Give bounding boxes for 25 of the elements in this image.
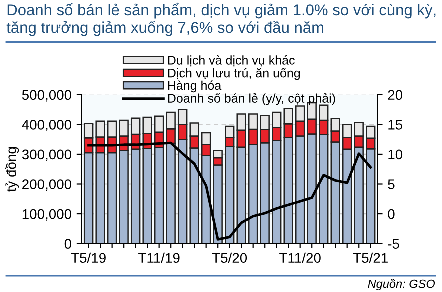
legend-label: Hàng hóa [168,80,222,93]
x-tick-label: T11/19 [138,252,180,264]
legend-label: Dịch vụ lưu trú, ăn uống [168,68,300,80]
y2-tick-label: 5 [388,180,395,190]
y-tick-label: 400,000 [22,120,72,132]
y-tick-label: 500,000 [22,90,72,102]
y-axis-title: tỷ đồng [6,147,20,192]
y2-tick-label: 20 [388,90,403,100]
y2-tick-label: 15 [388,120,402,130]
x-tick-label: T5/21 [353,252,388,264]
text: Nguồn: GSO [368,279,436,291]
y-tick-label: 0 [64,239,72,249]
y2-tick-label: 10 [388,150,403,160]
y2-tick-label: -5 [388,239,400,249]
y-tick-label: 300,000 [22,150,72,162]
x-tick-label: T11/20 [280,252,321,264]
legend-label: Du lịch và dịch vụ khác [168,56,295,67]
y-tick-label: 200,000 [22,180,72,192]
x-tick-label: T5/20 [212,252,248,264]
line-series [88,142,372,241]
chart-title: Doanh số bán lẻ sản phẩm, dịch vụ giảm 1.0% so với cùng kỳ, tăng trưởng giảm xuống 7,6% so với đầu năm [6,2,436,36]
legend-label: Doanh số bán lẻ (y/y, cột phải) [168,93,336,106]
x-tick-label: T5/19 [71,252,106,264]
y2-tick-label: 0 [388,209,395,220]
y-tick-label: 100,000 [22,209,72,221]
